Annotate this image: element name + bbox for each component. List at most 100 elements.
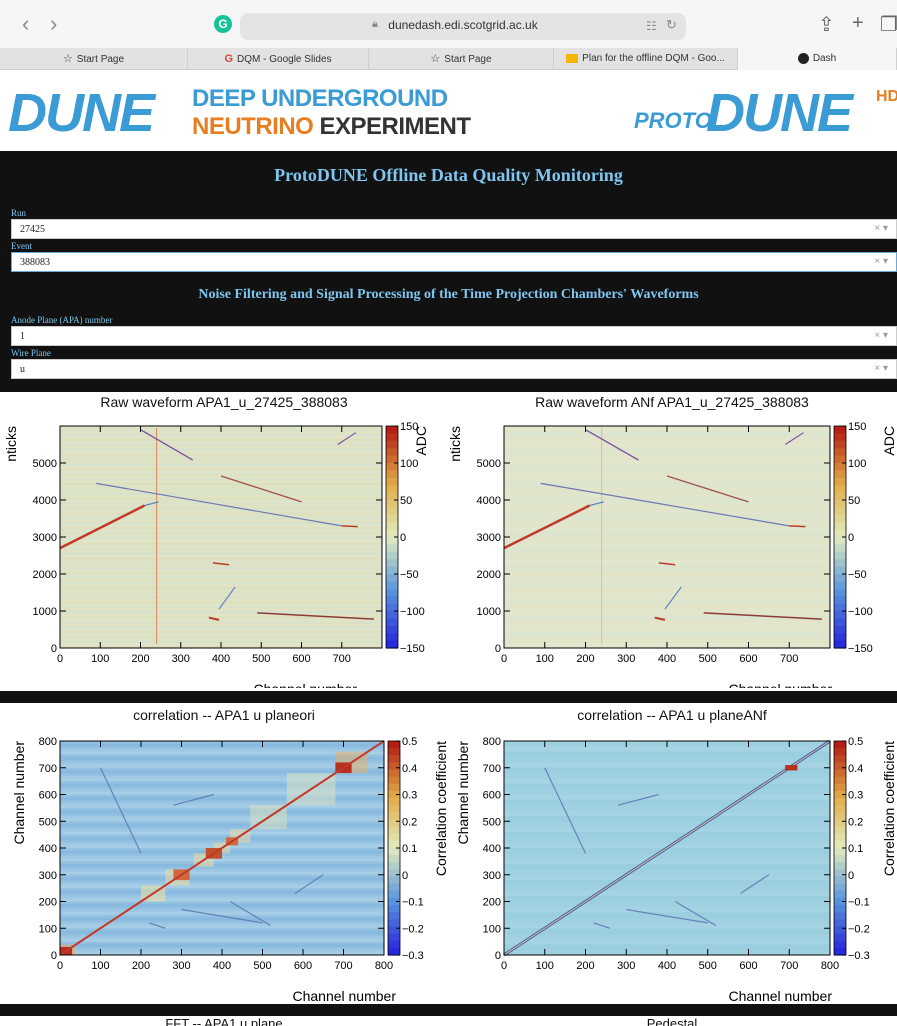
- diagonal: [59, 740, 385, 956]
- colorbar-cell: [386, 603, 398, 612]
- back-icon[interactable]: ‹: [22, 11, 30, 36]
- correlation-track: [229, 900, 271, 927]
- hd-suffix: HD: [876, 88, 897, 105]
- clear-dropdown-icon[interactable]: × ▾: [874, 363, 888, 374]
- x-tick-label: 400: [212, 653, 230, 665]
- track: [140, 429, 194, 461]
- x-tick-label: 100: [536, 960, 554, 972]
- raw-waveform-chart[interactable]: 0 100 200 300 400 500 600 700010002000300040005…: [0, 416, 448, 688]
- event-dropdown[interactable]: 388083 × ▾: [11, 252, 897, 272]
- colorbar-cell: [386, 633, 398, 642]
- tab-dqm-slides[interactable]: G DQM - Google Slides: [188, 48, 369, 70]
- y-tick-label: 600: [483, 790, 501, 802]
- colorbar-cell: [834, 514, 846, 523]
- x-tick-label: 200: [576, 960, 594, 972]
- colorbar-tick-label: −100: [848, 606, 873, 618]
- chart-title: Raw waveform APA1_u_27425_388083: [100, 394, 348, 410]
- anf-waveform-chart[interactable]: 0 100 200 300 400 500 600 700010002000300040005…: [448, 416, 897, 688]
- colorbar-tick-label: −0.3: [402, 950, 424, 962]
- tab-start-page-1[interactable]: ☆ Start Page: [0, 48, 188, 70]
- colorbar-cell: [388, 840, 400, 849]
- logo-line-2a: NEUTRINO: [192, 113, 314, 140]
- x-tick-label: 100: [91, 653, 109, 665]
- browser-toolbar: ‹ › G 🔒︎ dunedash.edi.scotgrid.ac.uk ☷ ↻…: [0, 0, 897, 48]
- colorbar-cell: [388, 869, 400, 878]
- forward-icon[interactable]: ›: [50, 11, 58, 36]
- new-tab-icon[interactable]: +: [852, 12, 864, 34]
- grammarly-icon[interactable]: G: [214, 15, 232, 33]
- correlation-track: [593, 922, 611, 929]
- clear-dropdown-icon[interactable]: × ▾: [874, 256, 888, 267]
- clear-dropdown-icon[interactable]: × ▾: [874, 330, 888, 341]
- colorbar-cell: [834, 537, 846, 545]
- y-tick-label: 1000: [477, 606, 501, 618]
- colorbar-tick-label: 0.2: [402, 816, 417, 828]
- y-tick-label: 500: [39, 816, 57, 828]
- colorbar-cell: [386, 440, 398, 449]
- colorbar-cell: [386, 514, 398, 523]
- colorbar-cell: [388, 933, 400, 942]
- colorbar-cell: [834, 522, 846, 531]
- x-axis-label: Channel number: [292, 988, 396, 1004]
- correlation-anf-chart[interactable]: 0 100 200 300 400 500 600 700 800 0 100 200 300 400 50…: [448, 729, 897, 1007]
- colorbar-cell: [834, 833, 846, 842]
- correlation-ori-chart[interactable]: 0 100 200 300 400 500 600 700 800 0 100 200 300 400 50…: [0, 729, 448, 1007]
- chart-title: correlation -- APA1 u planeori: [133, 707, 315, 723]
- colorbar-cell: [386, 433, 398, 442]
- track: [59, 504, 146, 550]
- colorbar-cell: [834, 433, 846, 442]
- x-tick-label: 0: [57, 653, 63, 665]
- colorbar-cell: [386, 588, 398, 597]
- track: [703, 612, 822, 620]
- colorbar-cell: [834, 470, 846, 479]
- run-dropdown[interactable]: 27425 × ▾: [11, 219, 897, 239]
- apa-dropdown[interactable]: 1 × ▾: [11, 326, 897, 346]
- colorbar-cell: [388, 862, 400, 870]
- clear-dropdown-icon[interactable]: × ▾: [874, 223, 888, 234]
- colorbar-tick-label: −50: [400, 569, 419, 581]
- reload-icon[interactable]: ↻: [666, 17, 677, 32]
- correlation-track: [740, 874, 770, 894]
- tab-dash[interactable]: Dash: [738, 48, 897, 70]
- colorbar-cell: [386, 448, 398, 457]
- apa-label: Anode Plane (APA) number: [11, 315, 113, 325]
- plane-dropdown[interactable]: u × ▾: [11, 359, 897, 379]
- colorbar-cell: [386, 492, 398, 501]
- colorbar-cell: [834, 783, 846, 792]
- tabs-overview-icon[interactable]: ❐: [880, 14, 897, 36]
- track: [218, 586, 236, 610]
- colorbar-cell: [388, 883, 400, 892]
- colorbar-cell: [834, 805, 846, 813]
- colorbar-tick-label: 0.4: [402, 763, 417, 775]
- chart-title: correlation -- APA1 u planeANf: [577, 707, 767, 723]
- colorbar-cell: [834, 819, 846, 828]
- colorbar-cell: [388, 905, 400, 913]
- y-tick-label: 200: [39, 897, 57, 909]
- y-tick-label: 600: [39, 790, 57, 802]
- colorbar-cell: [386, 507, 398, 516]
- track: [664, 586, 682, 610]
- colorbar-cell: [834, 769, 846, 778]
- colorbar-cell: [388, 812, 400, 821]
- colorbar-cell: [834, 890, 846, 899]
- tab-start-page-2[interactable]: ☆ Start Page: [369, 48, 554, 70]
- share-icon[interactable]: ⇪: [818, 14, 835, 36]
- y-tick-label: 500: [483, 816, 501, 828]
- colorbar-cell: [834, 919, 846, 928]
- correlation-track: [294, 874, 324, 894]
- track: [503, 504, 591, 550]
- x-tick-label: 200: [576, 653, 594, 665]
- x-tick-label: 700: [333, 653, 351, 665]
- apa-value: 1: [20, 331, 25, 342]
- y-tick-label: 2000: [477, 569, 501, 581]
- y-tick-label: 700: [483, 763, 501, 775]
- translate-icon[interactable]: ☷: [646, 19, 657, 33]
- x-axis-label: Channel number: [253, 681, 357, 688]
- colorbar-cell: [388, 769, 400, 778]
- page-title: ProtoDUNE Offline Data Quality Monitorin…: [274, 165, 623, 185]
- address-bar[interactable]: 🔒︎ dunedash.edi.scotgrid.ac.uk ☷ ↻: [240, 13, 686, 40]
- tab-plan-offline-dqm[interactable]: Plan for the offline DQM - Goo...: [554, 48, 738, 70]
- colorbar-cell: [388, 748, 400, 756]
- track: [341, 525, 358, 528]
- y-tick-label: 0: [495, 643, 501, 655]
